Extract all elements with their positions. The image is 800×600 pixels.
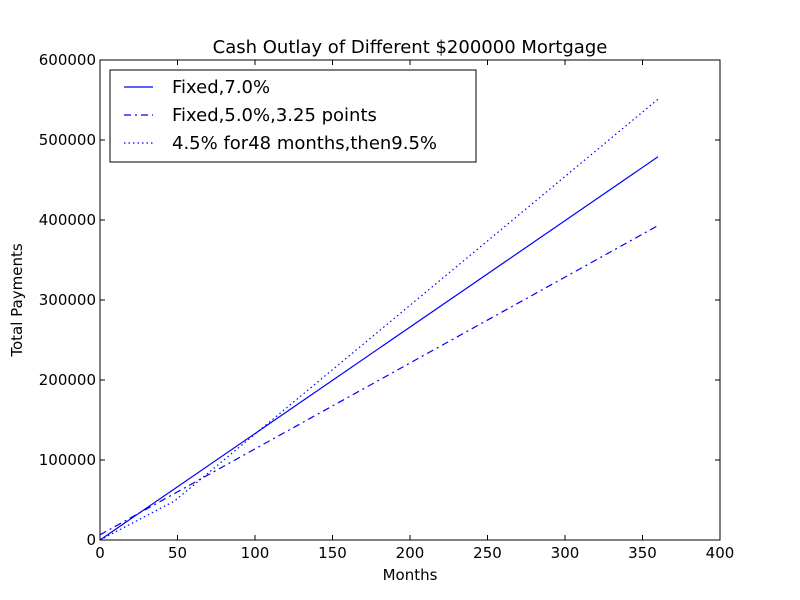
x-tick-label: 50	[168, 544, 187, 562]
x-tick-label: 0	[95, 544, 105, 562]
series-line-3	[99, 98, 659, 541]
plot-lines	[99, 98, 659, 541]
tick-labels: 0 50 100 150 200 250 300 350 400 0 100000 200000 300…	[39, 51, 735, 562]
y-tick-label: 0	[86, 531, 96, 549]
y-tick-label: 400000	[39, 211, 96, 229]
x-tick-label: 400	[706, 544, 735, 562]
x-tick-label: 150	[318, 544, 347, 562]
x-tick-label: 100	[241, 544, 270, 562]
y-tick-label: 200000	[39, 371, 96, 389]
x-tick-label: 350	[628, 544, 657, 562]
series-line-1	[99, 156, 659, 541]
y-axis-label: Total Payments	[8, 243, 26, 357]
x-tick-label: 250	[473, 544, 502, 562]
x-tick-label: 300	[551, 544, 580, 562]
x-axis-label: Months	[383, 566, 438, 584]
legend-label-3: 4.5% for48 months,then9.5%	[172, 133, 437, 154]
legend-label-1: Fixed,7.0%	[172, 77, 270, 98]
series-line-2	[99, 225, 659, 536]
ticks	[99, 59, 721, 541]
legend: Fixed,7.0% Fixed,5.0%,3.25 points 4.5% for…	[109, 69, 477, 163]
legend-label-2: Fixed,5.0%,3.25 points	[172, 105, 377, 126]
y-tick-label: 600000	[39, 51, 96, 69]
y-tick-label: 100000	[39, 451, 96, 469]
x-tick-label: 200	[396, 544, 425, 562]
legend-box	[109, 69, 477, 163]
y-tick-label: 500000	[39, 131, 96, 149]
y-tick-label: 300000	[39, 291, 96, 309]
chart-title: Cash Outlay of Different $200000 Mortgag…	[213, 37, 608, 58]
